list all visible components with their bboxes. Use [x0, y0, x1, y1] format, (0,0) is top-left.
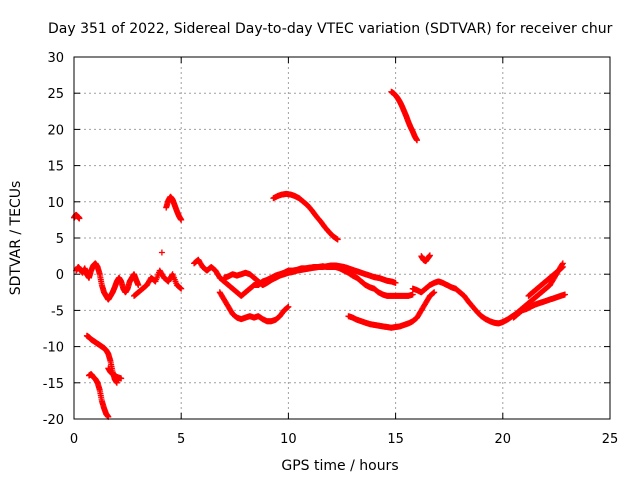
series-arc-m: [345, 289, 438, 331]
axes: 0 5 10 15 20 25 -20 -15 -10 -5 0 5 10 15 20 25 30: [43, 51, 619, 447]
series-arc-g: [163, 193, 185, 223]
data-point: [561, 291, 568, 298]
grid: [74, 57, 610, 419]
y-tick-label: 20: [47, 123, 64, 138]
data-point: [431, 289, 438, 296]
data-point: [559, 263, 566, 270]
data-point: [414, 137, 421, 144]
series-arc-e: [105, 365, 125, 382]
data-point: [334, 236, 341, 243]
data-point: [118, 375, 125, 382]
data-point: [409, 291, 416, 298]
series-arc-p: [409, 260, 566, 327]
x-tick-label: 25: [602, 432, 619, 447]
series-arc-l: [270, 190, 341, 243]
data-point: [285, 303, 292, 310]
x-tick-label: 10: [280, 432, 297, 447]
x-axis-title: GPS time / hours: [281, 458, 398, 474]
series-arc-q: [510, 291, 568, 321]
y-tick-label: 25: [47, 87, 64, 102]
data-point: [76, 215, 83, 222]
x-tick-label: 0: [70, 432, 78, 447]
series-arc-d: [86, 371, 112, 420]
y-tick-label: 5: [56, 232, 64, 247]
series-arc-r: [525, 263, 566, 299]
x-tick-label: 20: [495, 432, 512, 447]
series-arc-b: [73, 260, 142, 303]
series-arc-a: [71, 211, 83, 222]
series-arc-o: [418, 252, 433, 265]
series-arc-k: [216, 289, 292, 325]
chart-title: Day 351 of 2022, Sidereal Day-to-day VTE…: [48, 21, 613, 37]
x-tick-label: 5: [177, 432, 185, 447]
data-series: [71, 88, 568, 420]
data-point: [113, 379, 120, 386]
y-tick-label: -10: [43, 341, 64, 356]
y-tick-label: 30: [47, 51, 64, 66]
data-point: [178, 216, 185, 223]
data-point: [158, 249, 165, 256]
y-tick-label: 10: [47, 196, 64, 211]
y-tick-label: 0: [56, 268, 64, 283]
series-arc-h: [158, 249, 165, 256]
data-point: [392, 279, 399, 286]
data-point: [135, 282, 142, 289]
x-tick-label: 15: [387, 432, 404, 447]
y-tick-label: -15: [43, 377, 64, 392]
data-point: [426, 252, 433, 259]
series-arc-j: [221, 262, 399, 289]
y-tick-label: 15: [47, 160, 64, 175]
series-arc-n: [388, 88, 421, 144]
plot-frame: [73, 56, 611, 420]
y-tick-label: -5: [51, 304, 64, 319]
data-point: [178, 285, 185, 292]
series-arc-f: [131, 267, 185, 299]
y-axis-title: SDTVAR / TECUs: [8, 181, 24, 296]
y-tick-label: -20: [43, 413, 64, 428]
